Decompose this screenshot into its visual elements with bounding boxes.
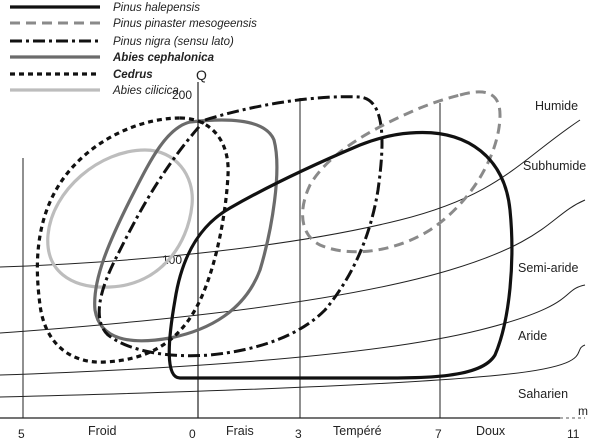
- zone-froid: Froid: [88, 424, 117, 438]
- vertical-gridlines: [22, 82, 441, 418]
- x-axis-label: m: [578, 404, 588, 418]
- envelope-cedrus: [35, 116, 230, 364]
- boundary-subhumide-semiaride: [0, 199, 586, 334]
- zone-doux: Doux: [476, 424, 506, 438]
- legend-item-abies-cilicica: Abies cilicica: [10, 85, 179, 97]
- x-tick-7: 7: [435, 427, 442, 441]
- boundary-semiaride-aride: [0, 284, 586, 376]
- legend-label: Abies cephalonica: [112, 52, 215, 64]
- envelope-abies-cilicica: [46, 148, 194, 289]
- x-tick-3: 3: [295, 427, 302, 441]
- y-tick-200: 200: [172, 88, 192, 102]
- x-tick-11: 11: [567, 427, 580, 441]
- envelope-pinus-nigra: [97, 95, 384, 358]
- legend-item-pinus-nigra: Pinus nigra (sensu lato): [10, 36, 234, 48]
- legend-item-abies-cephalonica: Abies cephalonica: [10, 52, 215, 64]
- species-envelopes: [35, 90, 514, 380]
- y-axis-label: Q: [196, 67, 207, 83]
- zone-humide: Humide: [535, 99, 578, 113]
- legend-item-pinus-halepensis: Pinus halepensis: [10, 2, 200, 14]
- boundary-aride-saharien: [0, 344, 586, 398]
- legend-label: Cedrus: [113, 69, 153, 81]
- zone-tempere: Tempéré: [333, 424, 382, 438]
- legend-label: Pinus halepensis: [113, 2, 200, 14]
- legend-label: Abies cilicica: [112, 85, 179, 97]
- x-tick-0: 0: [189, 427, 196, 441]
- legend-label: Pinus nigra (sensu lato): [113, 36, 234, 48]
- zone-semi-aride: Semi-aride: [518, 261, 578, 275]
- legend-label: Pinus pinaster mesogeensis: [113, 18, 257, 30]
- bioclimatic-boundaries: [0, 119, 586, 398]
- zone-saharien: Saharien: [518, 387, 568, 401]
- zone-subhumide: Subhumide: [523, 159, 586, 173]
- legend: Pinus halepensis Pinus pinaster mesogeen…: [10, 2, 257, 97]
- zone-frais: Frais: [226, 424, 254, 438]
- zone-aride: Aride: [518, 329, 547, 343]
- envelope-pinus-pinaster: [301, 90, 502, 254]
- legend-item-cedrus: Cedrus: [10, 69, 153, 81]
- bioclimatic-zone-labels: Humide Subhumide Semi-aride Aride Sahari…: [518, 99, 586, 401]
- envelope-pinus-halepensis: [167, 130, 514, 380]
- boundary-humide-subhumide: [0, 119, 581, 268]
- thermal-zone-labels: Froid Frais Tempéré Doux: [88, 424, 506, 438]
- x-axis: m 5 0 3 7 11: [0, 404, 588, 441]
- legend-item-pinus-pinaster: Pinus pinaster mesogeensis: [10, 18, 257, 30]
- x-tick-5: 5: [18, 427, 25, 441]
- y-axis: Q 200 100: [162, 67, 207, 267]
